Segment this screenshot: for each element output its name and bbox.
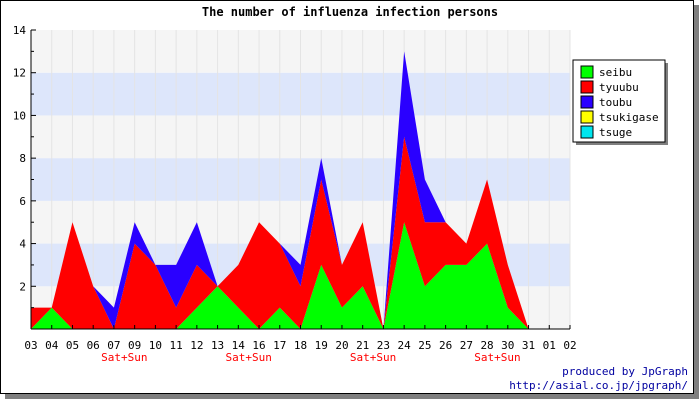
x-tick-label: 02 [563,339,576,352]
weekend-label: Sat+Sun [350,351,396,364]
x-tick-label: 19 [315,339,328,352]
legend-swatch-tyuubu [580,80,594,94]
x-tick-label: 16 [252,339,265,352]
x-tick-label: 25 [418,339,431,352]
legend-swatch-tsuge [580,125,594,139]
x-tick-label: 17 [273,339,286,352]
x-tick-label: 04 [45,339,59,352]
x-tick-label: 06 [87,339,100,352]
x-tick-label: 01 [543,339,556,352]
x-tick-label: 20 [335,339,348,352]
y-tick-label: 12 [13,67,26,80]
y-tick-label: 6 [19,195,26,208]
x-tick-label: 09 [128,339,141,352]
y-tick-label: 8 [19,152,26,165]
x-tick-label: 18 [294,339,307,352]
legend-label-tyuubu: tyuubu [599,81,639,94]
x-tick-label: 23 [377,339,390,352]
y-tick-label: 10 [13,109,26,122]
y-tick-label: 14 [13,24,27,37]
weekend-label: Sat+Sun [101,351,147,364]
x-tick-label: 24 [398,339,412,352]
credit-url: http://asial.co.jp/jpgraph/ [509,379,688,392]
legend-swatch-tsukigase [580,110,594,124]
x-tick-label: 28 [480,339,493,352]
x-tick-label: 03 [24,339,37,352]
x-tick-label: 11 [169,339,182,352]
x-tick-label: 07 [107,339,120,352]
y-tick-label: 4 [19,238,26,251]
x-tick-label: 14 [232,339,246,352]
frame-shadow [694,5,699,399]
legend-label-toubu: toubu [599,96,632,109]
legend-label-tsukigase: tsukigase [599,111,659,124]
legend-label-tsuge: tsuge [599,126,632,139]
x-tick-label: 26 [439,339,452,352]
x-tick-label: 13 [211,339,224,352]
legend-label-seibu: seibu [599,66,632,79]
x-tick-label: 21 [356,339,369,352]
y-tick-label: 2 [19,280,26,293]
x-tick-label: 30 [501,339,514,352]
legend-swatch-seibu [580,65,594,79]
x-tick-label: 05 [66,339,79,352]
weekend-label: Sat+Sun [474,351,520,364]
legend-swatch-toubu [580,95,594,109]
x-tick-label: 10 [149,339,162,352]
area-seibu [31,222,529,329]
area-toubu [31,51,529,330]
x-tick-label: 31 [522,339,535,352]
frame-shadow [5,394,699,399]
area-tyuubu [31,136,529,329]
x-tick-label: 27 [460,339,473,352]
credit-line: produced by JpGraph [562,365,688,378]
chart-title: The number of influenza infection person… [202,5,498,19]
weekend-label: Sat+Sun [225,351,271,364]
x-tick-label: 12 [190,339,203,352]
